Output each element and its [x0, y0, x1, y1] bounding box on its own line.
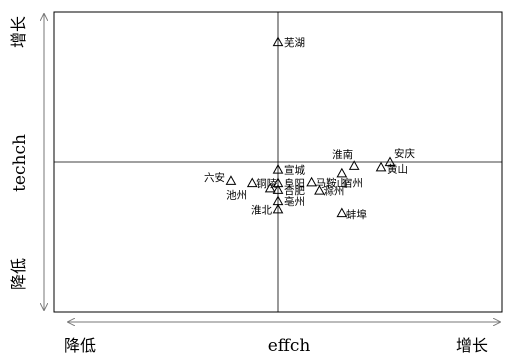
- x-axis-title: effch: [268, 336, 311, 356]
- point-marker: [306, 176, 317, 187]
- point-marker: [348, 160, 360, 170]
- point-label: 六安: [204, 171, 225, 184]
- point-label: 宣城: [284, 164, 305, 177]
- point-label: 淮北: [251, 204, 272, 216]
- point-label: 亳州: [284, 195, 305, 208]
- point-marker: [272, 36, 284, 47]
- point-marker: [272, 163, 284, 174]
- point-marker: [375, 161, 387, 172]
- point-label: 宿州: [342, 176, 363, 189]
- point-marker: [272, 184, 284, 194]
- point-label: 安庆: [394, 147, 415, 160]
- point-label: 芜湖: [284, 36, 305, 49]
- point-label: 马鞍山: [316, 176, 348, 189]
- point-marker: [336, 207, 348, 218]
- point-label: 滁州: [323, 185, 344, 198]
- point-marker: [272, 177, 284, 188]
- point-marker: [264, 182, 276, 193]
- point-label: 池州: [226, 188, 247, 201]
- y-high-label: 增长: [9, 16, 28, 48]
- x-low-label: 降低: [64, 336, 96, 355]
- point-label: 黄山: [387, 162, 408, 175]
- point-marker: [225, 175, 237, 185]
- point-marker: [272, 203, 284, 214]
- point-label: 蚌埠: [346, 208, 367, 221]
- point-marker: [314, 184, 325, 195]
- point-marker: [246, 177, 258, 188]
- y-low-label: 降低: [9, 258, 28, 290]
- point-label: 合肥: [284, 184, 305, 197]
- point-marker: [336, 167, 348, 178]
- x-high-label: 增长: [456, 336, 488, 355]
- point-label: 淮南: [332, 148, 353, 161]
- point-label: 阜阳: [284, 177, 305, 190]
- y-axis-title: techch: [10, 134, 30, 192]
- point-marker: [384, 156, 396, 167]
